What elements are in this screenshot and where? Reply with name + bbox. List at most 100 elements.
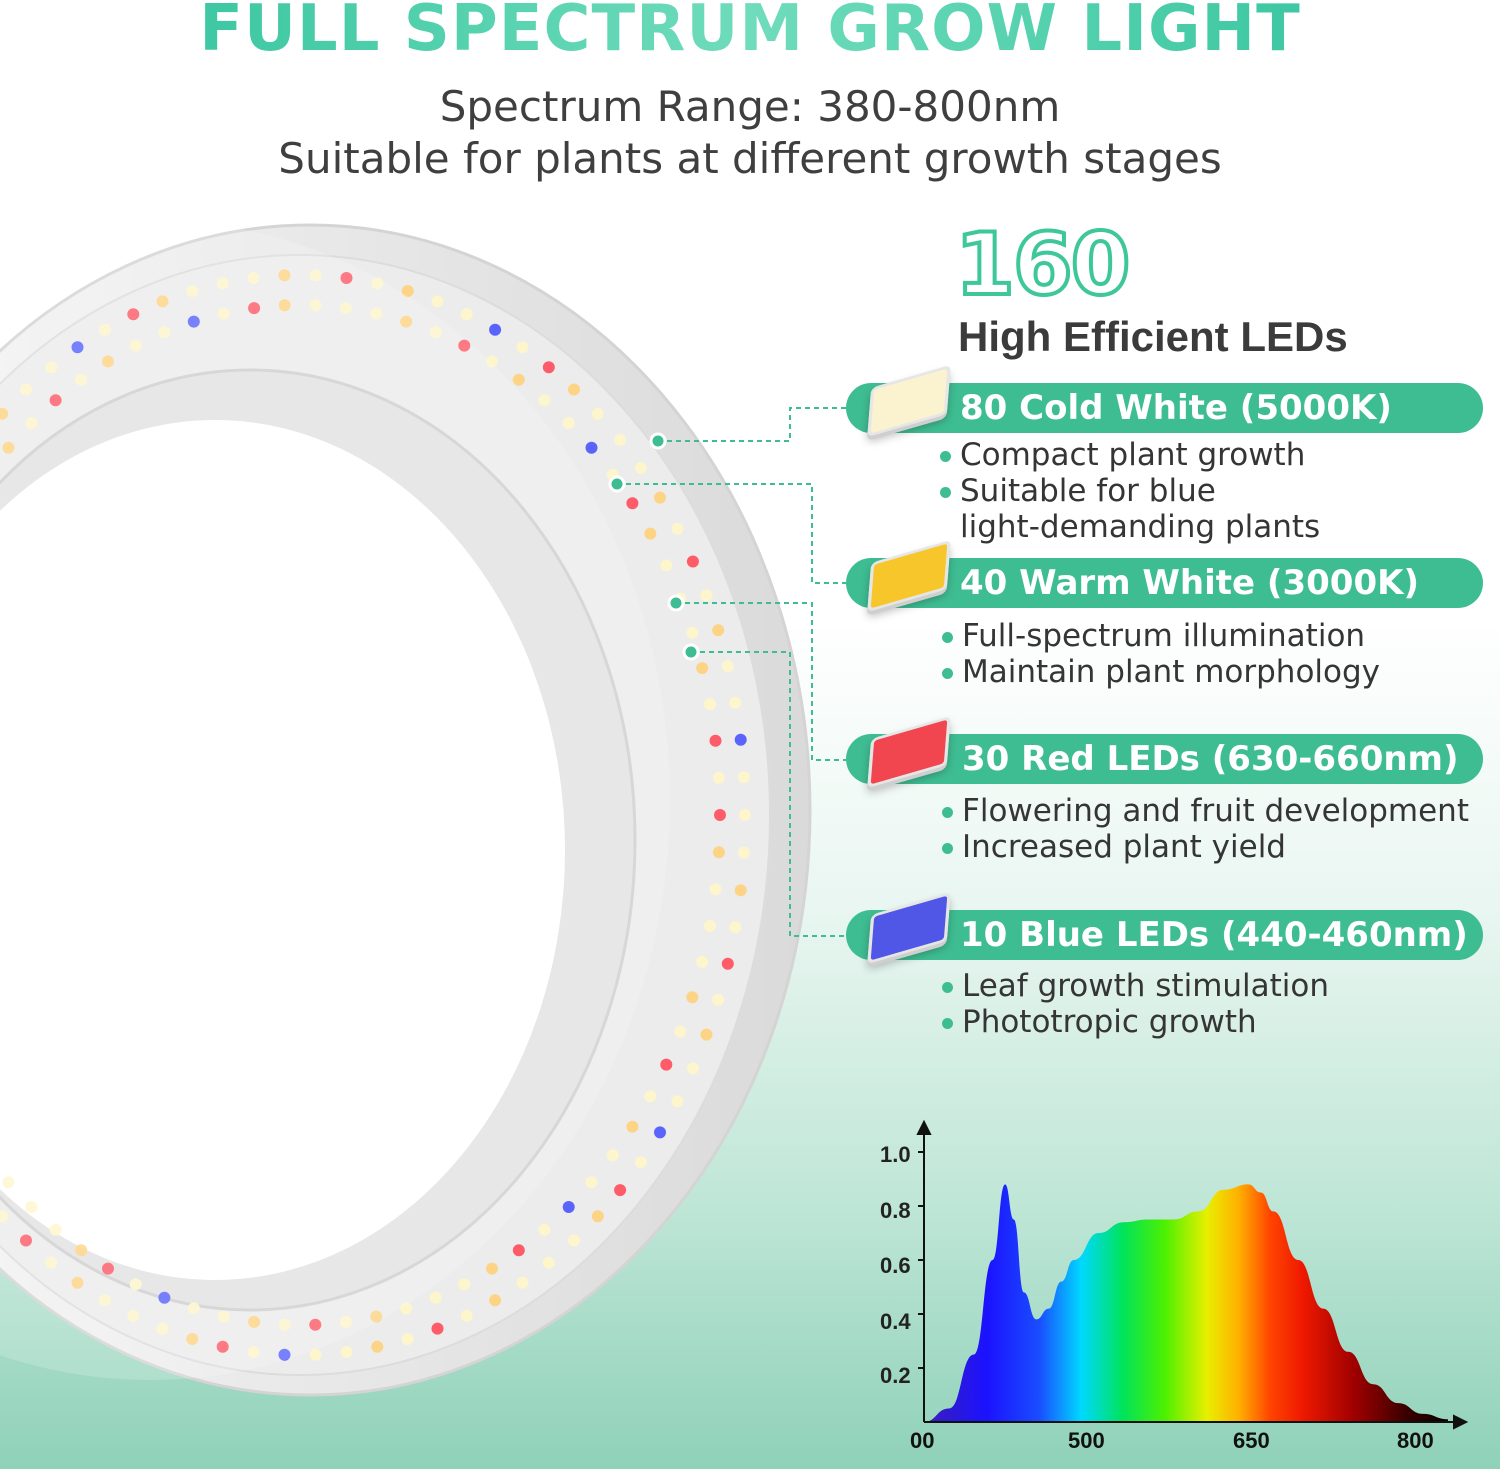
led-dot: [644, 527, 657, 540]
led-dot: [606, 1149, 619, 1162]
x-tick-label: 00: [910, 1428, 935, 1453]
led-dot: [700, 1028, 713, 1041]
led-dot: [734, 884, 747, 897]
blue-leds-bullets: Leaf growth stimulation Phototropic grow…: [942, 968, 1329, 1040]
led-dot: [729, 921, 742, 934]
led-dot: [340, 272, 353, 284]
callout-dot-cold-white: [649, 432, 667, 450]
led-dot: [634, 1156, 647, 1169]
led-dot: [660, 559, 673, 572]
led-dot: [216, 1340, 229, 1353]
led-count: 160: [953, 215, 1133, 315]
led-dot: [309, 1348, 322, 1361]
led-dot: [542, 361, 555, 374]
callout-dot-warm-white: [608, 475, 626, 493]
x-tick-label: 800: [1397, 1428, 1434, 1453]
led-dot: [714, 809, 726, 821]
cold-white-bullets: Compact plant growth Suitable for blue l…: [940, 437, 1320, 545]
led-dot: [371, 1340, 384, 1353]
led-dot: [127, 1309, 140, 1322]
led-dot: [309, 269, 322, 282]
led-dot: [401, 1333, 414, 1345]
ring-opening: [0, 420, 565, 1280]
cold-white-label: 80 Cold White (5000K): [960, 388, 1392, 428]
led-dot: [2, 1176, 15, 1189]
led-dot: [0, 407, 9, 420]
led-dot: [156, 295, 169, 308]
led-dot: [686, 1062, 699, 1075]
led-dot: [562, 1201, 575, 1213]
led-dot: [591, 407, 604, 420]
callout-dot-red: [667, 594, 685, 612]
led-dot: [129, 1278, 142, 1291]
led-dot: [704, 919, 716, 932]
led-dot: [709, 734, 722, 747]
led-dot: [371, 277, 384, 290]
led-dot: [187, 315, 200, 328]
led-dots: [0, 269, 751, 1361]
y-tick-label: 0.6: [880, 1253, 911, 1278]
led-dot: [400, 1302, 413, 1315]
led-dot: [460, 308, 473, 321]
led-dot: [729, 696, 742, 709]
led-dot: [25, 1201, 38, 1213]
led-dot: [98, 1294, 111, 1307]
led-dot: [186, 285, 199, 297]
bullet-item: Compact plant growth: [940, 437, 1320, 473]
led-dot: [704, 698, 716, 711]
led-dot: [562, 417, 575, 429]
led-dot: [739, 809, 751, 821]
led-dot: [686, 555, 699, 568]
led-dot: [25, 417, 38, 429]
led-dot: [158, 1291, 171, 1304]
bullet-item: Flowering and fruit development: [942, 793, 1469, 829]
led-dot: [460, 1309, 473, 1322]
led-dot: [431, 295, 444, 308]
callout-dot-blue: [682, 643, 700, 661]
led-dot: [626, 497, 639, 510]
led-dot: [696, 955, 709, 968]
led-dot: [75, 373, 88, 386]
spectrum-area: [924, 1184, 1448, 1422]
page-title: FULL SPECTRUM GROW LIGHT: [0, 0, 1500, 66]
led-dot: [102, 355, 114, 368]
cold-white-bar: 80 Cold White (5000K): [846, 364, 1483, 438]
led-dot: [737, 771, 750, 784]
y-tick-label: 0.8: [880, 1198, 911, 1223]
led-dot: [340, 1346, 353, 1358]
bullet-item-continuation: light-demanding plants: [960, 509, 1321, 545]
led-dot: [278, 269, 291, 282]
led-dot: [542, 1256, 555, 1269]
led-dot: [568, 383, 580, 396]
led-dot: [654, 491, 666, 504]
led-dot: [585, 1176, 598, 1189]
y-tick-label: 0.2: [880, 1363, 911, 1388]
bullet-item: Leaf growth stimulation: [942, 968, 1329, 1004]
led-ring-illustration: [0, 220, 812, 1397]
led-dot: [216, 277, 229, 290]
led-dot: [429, 1291, 442, 1304]
led-dot: [187, 1302, 200, 1315]
y-tick-label: 0.4: [880, 1309, 911, 1334]
led-dot: [2, 441, 15, 454]
blue-leds-bar: 10 Blue LEDs (440-460nm): [846, 891, 1483, 965]
x-tick-label: 650: [1233, 1428, 1270, 1453]
warm-white-bullets: Full-spectrum illumination Maintain plan…: [942, 618, 1380, 690]
led-dot: [458, 339, 471, 352]
led-dot: [400, 315, 413, 328]
led-dot: [186, 1333, 199, 1345]
led-dot: [700, 589, 713, 602]
led-dot: [370, 307, 383, 320]
led-dot: [512, 373, 525, 386]
led-dot: [129, 339, 142, 352]
led-dot: [591, 1210, 604, 1223]
y-tick-label: 1.0: [880, 1142, 911, 1167]
bullet-item: Suitable for blue: [940, 473, 1320, 509]
led-dot: [248, 1315, 261, 1328]
led-dot: [401, 285, 414, 297]
led-dot: [538, 1223, 551, 1236]
led-dot: [486, 355, 498, 368]
led-dot: [339, 1315, 352, 1328]
